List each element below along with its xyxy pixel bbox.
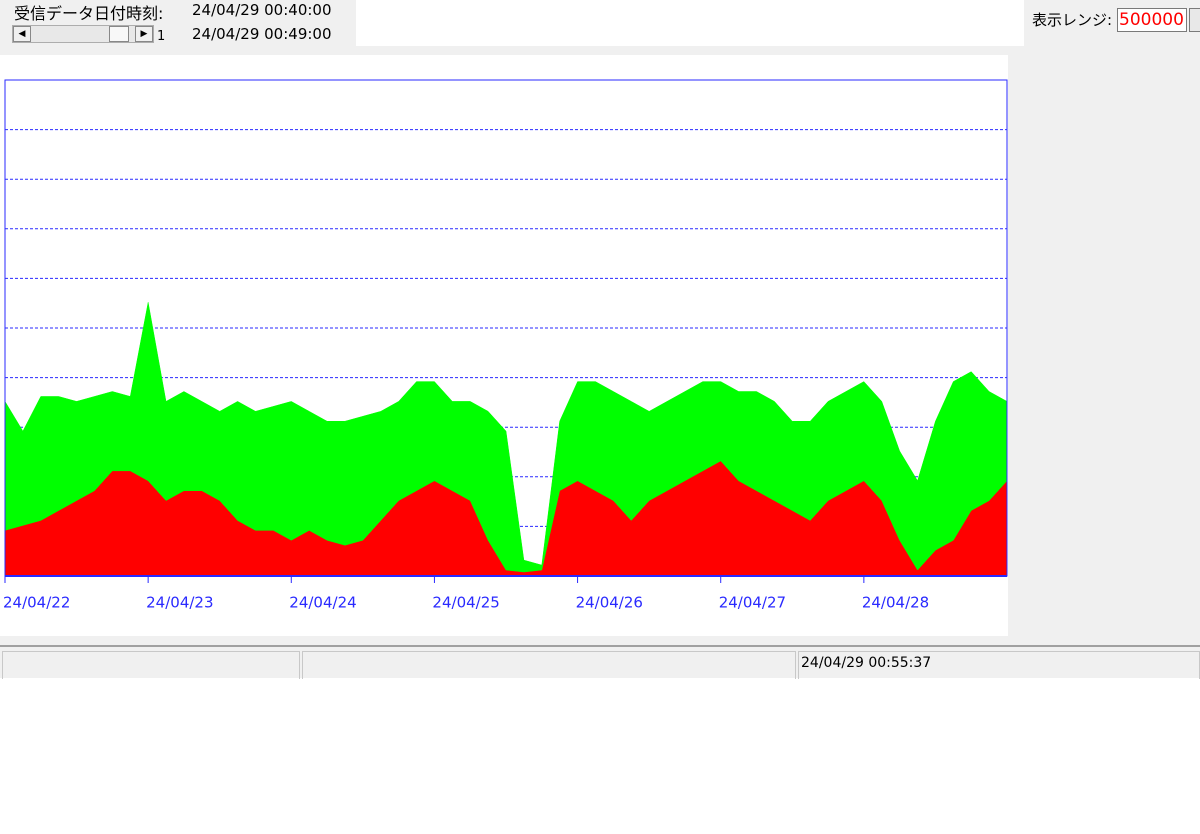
scroll-right[interactable]: ▶	[135, 26, 153, 42]
x-tick-label: 24/04/23	[146, 594, 213, 612]
status-bar: 24/04/29 00:55:37	[0, 645, 1200, 679]
range-label: 表示レンジ:	[1032, 11, 1113, 29]
status-cell	[2, 651, 300, 679]
range-value: 500000	[1119, 10, 1184, 30]
range-button[interactable]	[1189, 8, 1200, 32]
scroll-thumb[interactable]	[109, 26, 129, 42]
status-cell	[302, 651, 796, 679]
received-to: 24/04/29 00:49:00	[192, 25, 332, 43]
scroll-left[interactable]: ◀	[13, 26, 31, 42]
x-tick-label: 24/04/22	[3, 594, 70, 612]
received-label: 受信データ日付時刻:	[14, 4, 164, 23]
x-tick-label: 24/04/28	[862, 594, 929, 612]
x-tick-label: 24/04/25	[432, 594, 499, 612]
status-time: 24/04/29 00:55:37	[801, 655, 932, 671]
info-area	[356, 0, 1024, 46]
app-window: 受信データ日付時刻: 24/04/29 00:40:00 24/04/29 00…	[0, 0, 1200, 679]
scroll-value: 1	[157, 29, 166, 44]
received-from: 24/04/29 00:40:00	[192, 1, 332, 19]
range-input[interactable]: 500000	[1117, 8, 1187, 32]
x-tick-label: 24/04/26	[576, 594, 643, 612]
x-tick-label: 24/04/24	[289, 594, 356, 612]
chart: 24/04/22 24/04/23 24/04/24 24/04/25 24/04/26…	[3, 79, 1008, 612]
scrollbar[interactable]: ◀ ▶	[12, 25, 154, 43]
x-tick-label: 24/04/27	[719, 594, 786, 612]
chart-panel: 24/04/22 24/04/23 24/04/24 24/04/25 24/04/26…	[0, 55, 1008, 636]
